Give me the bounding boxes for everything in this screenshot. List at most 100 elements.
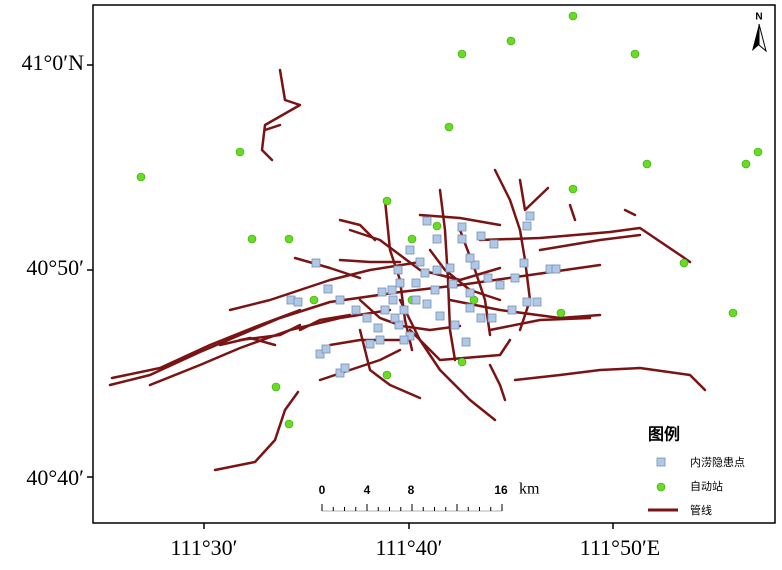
station	[556, 308, 566, 318]
lat-label: 41°0′N	[22, 50, 85, 75]
station	[407, 234, 417, 244]
station	[284, 234, 294, 244]
hazard-point	[532, 297, 542, 307]
hazard-point	[450, 320, 460, 330]
lon-label: 111°50′E	[580, 535, 660, 560]
hazard-point	[422, 216, 432, 226]
north-label: N	[755, 12, 762, 23]
hazard-point	[422, 299, 432, 309]
hazard-point	[399, 335, 409, 345]
legend: 图例 内涝隐患点 自动站 管线	[648, 425, 745, 517]
hazard-point	[457, 234, 467, 244]
hazard-point	[432, 234, 442, 244]
station	[247, 234, 257, 244]
station	[457, 49, 467, 59]
pipeline	[228, 260, 422, 312]
pipeline	[458, 228, 492, 337]
pipeline	[213, 390, 300, 472]
lon-label: 111°40′	[376, 535, 443, 560]
station	[679, 258, 689, 268]
hazard-point	[351, 305, 361, 315]
hazard-point	[373, 323, 383, 333]
hazard-point	[519, 258, 529, 268]
pipeline	[623, 208, 637, 217]
legend-item: 自动站	[690, 479, 723, 493]
pipeline	[328, 338, 402, 347]
lat-label: 40°50′	[26, 255, 84, 280]
hazard-point	[340, 363, 350, 373]
map-frame	[92, 4, 776, 524]
hazard-point	[461, 337, 471, 347]
pipeline	[488, 363, 507, 402]
hazard-point	[377, 287, 387, 297]
hazard-point	[387, 285, 397, 295]
hazard-point	[420, 268, 430, 278]
hazard-point	[323, 284, 333, 294]
station	[136, 172, 146, 182]
lat-label: 40°40′	[26, 465, 84, 490]
hazard-point	[390, 313, 400, 323]
hazard-point	[522, 221, 532, 231]
hazard-point	[411, 278, 421, 288]
hazard-point	[393, 265, 403, 275]
hazard-point	[435, 311, 445, 321]
hazard-point	[465, 253, 475, 263]
pipeline	[568, 203, 577, 222]
station	[382, 196, 392, 206]
hazard-point	[415, 257, 425, 267]
hazard-point	[293, 297, 303, 307]
pipeline	[108, 263, 602, 387]
hazard-point	[315, 349, 325, 359]
pipeline	[293, 256, 362, 280]
station	[284, 419, 294, 429]
pipeline	[513, 366, 707, 392]
station	[728, 308, 738, 318]
pipeline	[148, 308, 392, 387]
pipeline	[518, 178, 550, 212]
station	[235, 147, 245, 157]
pipeline	[218, 336, 277, 347]
station	[382, 370, 392, 380]
station	[741, 159, 751, 169]
north-arrow-right	[758, 23, 767, 53]
legend-title: 图例	[648, 425, 680, 444]
hazard-point	[476, 313, 486, 323]
pipeline	[408, 328, 512, 362]
lon-label: 111°30′	[171, 535, 238, 560]
scale-unit: km	[519, 481, 540, 498]
pipeline	[338, 218, 377, 242]
hazard-point	[380, 305, 390, 315]
hazard-point	[525, 211, 535, 221]
scale-label: 8	[408, 483, 415, 497]
hazard-point	[448, 279, 458, 289]
scale-ticks	[321, 504, 503, 512]
hazard-point	[388, 295, 398, 305]
station	[271, 382, 281, 392]
hazard-point	[432, 265, 442, 275]
hazard-point	[365, 339, 375, 349]
pipeline	[260, 68, 302, 162]
hazard-point	[507, 305, 517, 315]
hazard-point	[411, 295, 421, 305]
hazard-point	[405, 245, 415, 255]
hazard-point	[483, 273, 493, 283]
pipeline	[338, 258, 402, 264]
north-arrow-left	[752, 24, 759, 51]
hazard-point	[551, 264, 561, 274]
pipeline	[428, 248, 502, 302]
pipeline	[318, 348, 402, 382]
legend-item: 内涝隐患点	[690, 455, 745, 469]
station	[506, 36, 516, 46]
hazard-point	[335, 295, 345, 305]
pipeline	[263, 123, 282, 132]
station	[309, 295, 319, 305]
hazard-point	[465, 288, 475, 298]
pipeline	[358, 328, 422, 400]
hazard-point	[465, 303, 475, 313]
station	[432, 221, 442, 231]
pipeline	[418, 213, 502, 227]
ticks	[87, 64, 614, 529]
hazard-point	[495, 280, 505, 290]
pipeline	[538, 233, 642, 252]
scale-label: 0	[319, 483, 326, 497]
